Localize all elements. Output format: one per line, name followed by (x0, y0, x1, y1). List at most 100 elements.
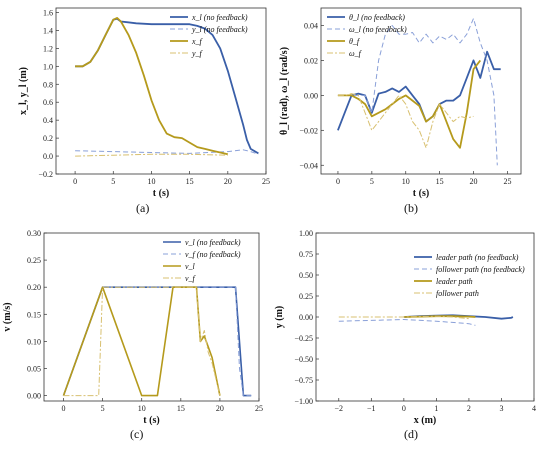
y-tick-label: 0.75 (299, 250, 313, 259)
x-tick-label: 10 (147, 177, 155, 186)
series-line-3 (75, 17, 229, 156)
series-line-4 (337, 93, 474, 149)
y-tick-label: −0.04 (299, 161, 318, 170)
x-tick-label: 0 (336, 177, 340, 186)
legend-label: θ_l (no feedback) (349, 13, 405, 22)
y-tick-label: 0.02 (304, 56, 318, 65)
y-tick-label: 0.50 (299, 271, 313, 280)
y-tick-label: 1.6 (43, 8, 53, 17)
x-tick-label: 25 (503, 177, 511, 186)
x-tick-label: 4 (532, 404, 536, 413)
y-tick-label: −0.02 (299, 126, 318, 135)
plot-frame (55, 7, 267, 175)
y-tick-label: 1.4 (43, 26, 53, 35)
panel-c: 0 5 10 15 20 25 0.00 0.05 0.10 0.15 0.20 0.25 0.30 t … (2, 229, 263, 441)
series-line-2 (75, 149, 259, 155)
x-axis-label: t (s) (143, 415, 159, 426)
legend-label: θ_f (349, 37, 361, 46)
x-tick-label: 0 (62, 404, 66, 413)
x-tick-label: 5 (101, 404, 105, 413)
legend-label: v_f (185, 274, 197, 283)
y-tick-label: 0.00 (299, 313, 313, 322)
legend-label: leader path (no feedback) (436, 253, 519, 262)
series-line-3 (337, 59, 482, 149)
x-tick-label: 25 (262, 177, 270, 186)
y-tick-label: 0.15 (27, 310, 41, 319)
panel-b: 0 5 10 15 20 25 −0.04 −0.02 0.00 0.02 0.04 t (s) θ_l… (279, 7, 522, 215)
x-tick-label: 15 (186, 177, 194, 186)
y-tick-label: −0.50 (294, 355, 313, 364)
x-tick-label: 10 (138, 404, 146, 413)
series-line-4 (63, 286, 221, 397)
y-tick-label: 0.4 (43, 116, 53, 125)
y-tick-label: −0.25 (294, 334, 313, 343)
series-line-4 (338, 315, 469, 320)
x-tick-label: 15 (177, 404, 185, 413)
caption-b: (b) (404, 201, 418, 215)
y-tick-label: 0.2 (43, 134, 53, 143)
x-tick-label: 20 (216, 404, 224, 413)
legend-label: x_l (no feedback) (191, 13, 248, 22)
series-line-1 (62, 286, 252, 397)
x-axis-label: x (m) (414, 415, 437, 426)
x-tick-label: 20 (470, 177, 478, 186)
x-tick-label: 25 (255, 404, 263, 413)
legend-label: follower path (436, 289, 479, 298)
series-line-3 (62, 286, 221, 397)
series-line-2 (338, 319, 476, 326)
x-tick-label: −2 (335, 404, 344, 413)
y-axis-label: x_l, y_l (m) (18, 67, 29, 115)
y-tick-label: 0.30 (27, 229, 41, 238)
x-axis-label: t (s) (153, 188, 169, 199)
legend-label: y_l (no feedback) (191, 25, 248, 34)
legend-label: v_l (no feedback) (185, 238, 241, 247)
y-tick-label: −0.2 (38, 170, 53, 179)
legend-label: ω_f (349, 49, 363, 58)
x-tick-label: 15 (436, 177, 444, 186)
y-tick-label: 0.00 (304, 91, 318, 100)
x-tick-label: 3 (499, 404, 503, 413)
x-tick-label: 20 (224, 177, 232, 186)
plot-frame (43, 232, 260, 402)
y-tick-label: 0.0 (43, 152, 53, 161)
legend-label: ω_l (no feedback) (349, 25, 407, 34)
x-tick-label: 5 (111, 177, 115, 186)
series-line-1 (337, 50, 501, 131)
y-tick-label: 0.25 (299, 292, 313, 301)
y-tick-label: 0.20 (27, 283, 41, 292)
y-tick-label: 0.6 (43, 98, 53, 107)
y-axis-label: y (m) (274, 306, 285, 329)
x-tick-label: 10 (402, 177, 410, 186)
series-line-4 (75, 153, 228, 157)
y-tick-label: 0.05 (27, 364, 41, 373)
y-tick-label: 0.25 (27, 256, 41, 265)
y-tick-label: 0.00 (27, 392, 41, 401)
x-axis-label: t (s) (413, 188, 429, 199)
caption-a: (a) (136, 201, 149, 215)
y-axis-label: θ_l (rad), ω_l (rad/s) (279, 47, 290, 135)
legend-label: v_l (185, 262, 196, 271)
x-tick-label: 0 (402, 404, 406, 413)
y-tick-label: 1.0 (43, 62, 53, 71)
x-tick-label: 1 (434, 404, 438, 413)
panel-d: −2 −1 0 1 2 3 4 −1.00 −0.75 −0.50 −0.25 0.00 0.25 0.5… (274, 229, 536, 441)
x-tick-label: 2 (467, 404, 471, 413)
caption-d: (d) (404, 427, 418, 441)
legend-label: x_f (191, 37, 204, 46)
x-tick-label: 5 (370, 177, 374, 186)
y-tick-label: 0.04 (304, 21, 318, 30)
legend-label: follower path (no feedback) (436, 265, 525, 274)
series-line-2 (337, 18, 498, 166)
series-line-2 (63, 286, 252, 397)
plot-frame (320, 7, 522, 175)
x-tick-label: −1 (367, 404, 376, 413)
y-tick-label: 0.8 (43, 80, 53, 89)
y-tick-label: −0.75 (294, 376, 313, 385)
x-tick-label: 0 (73, 177, 77, 186)
y-tick-label: 1.00 (299, 229, 313, 238)
y-tick-label: 1.2 (43, 44, 53, 53)
legend-label: leader path (436, 277, 473, 286)
panel-a: 0 5 10 15 20 25 −0.2 0.0 0.2 0.4 0.6 0.8 1.0 1.2 1.4 1.… (18, 7, 270, 215)
caption-c: (c) (130, 427, 143, 441)
